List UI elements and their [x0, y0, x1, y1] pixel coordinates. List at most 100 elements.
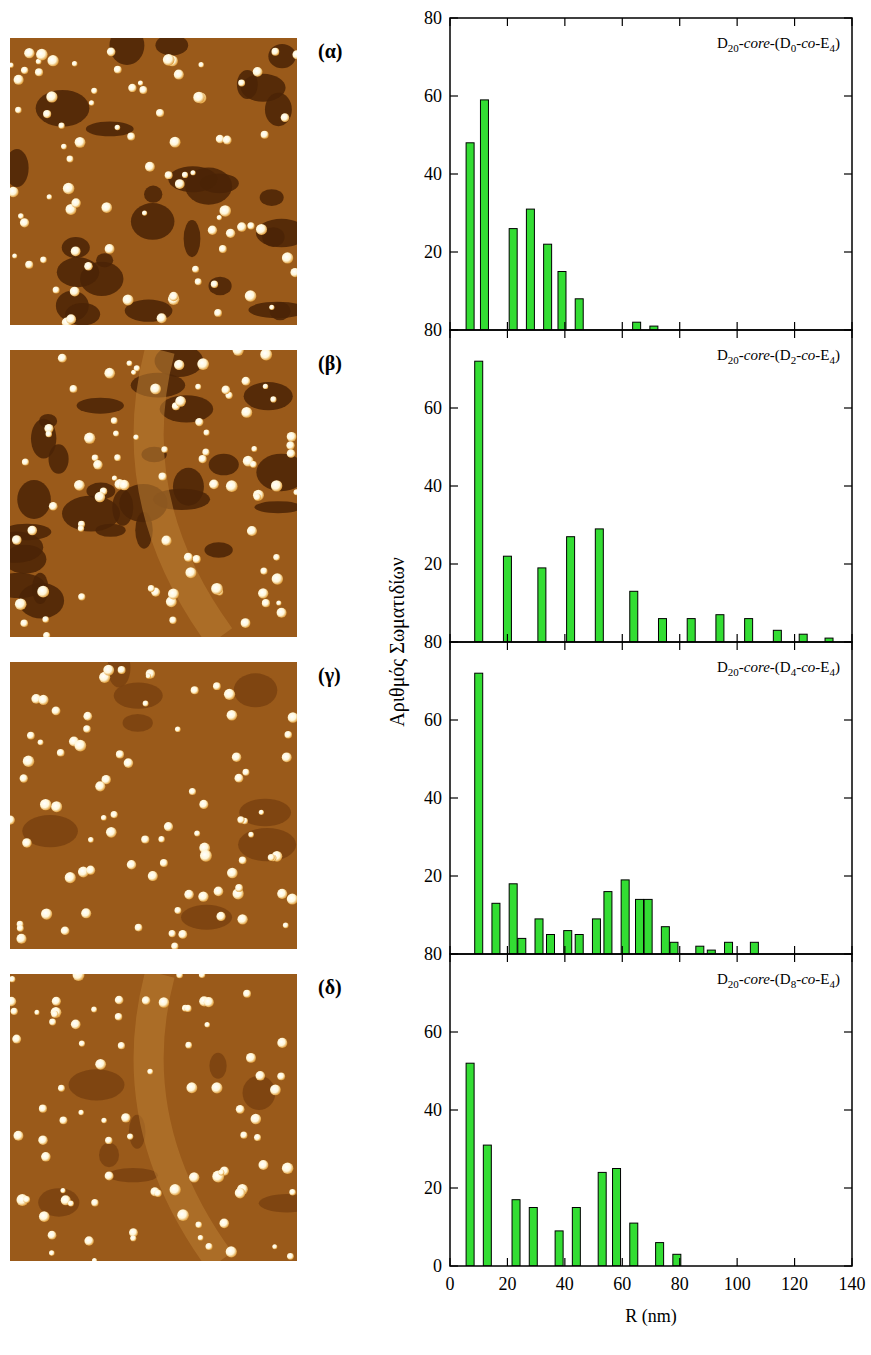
image-patch — [256, 454, 297, 492]
image-particle — [262, 599, 270, 607]
image-particle — [284, 731, 292, 739]
x-tick — [794, 330, 795, 338]
image-particle — [194, 830, 200, 836]
y-tick — [450, 329, 458, 330]
bar — [661, 927, 669, 954]
x-tick-label: 20 — [498, 1274, 516, 1294]
image-particle — [169, 292, 178, 301]
y-tick — [844, 953, 852, 954]
image-particle — [107, 48, 116, 57]
image-particle — [237, 914, 247, 924]
bar — [547, 935, 555, 955]
image-particle — [52, 997, 61, 1006]
image-particle — [174, 360, 184, 370]
y-tick — [450, 1187, 458, 1188]
x-tick — [564, 18, 565, 26]
image-particle — [127, 133, 135, 141]
image-particle — [14, 75, 24, 85]
y-tick — [844, 173, 852, 174]
y-tick — [844, 251, 852, 252]
x-tick — [622, 642, 623, 650]
image-particle — [156, 109, 164, 117]
panel-label: (α) — [318, 40, 342, 63]
bar — [567, 537, 575, 642]
image-particle — [208, 226, 217, 235]
image-particle — [51, 801, 62, 812]
image-particle — [49, 502, 58, 511]
image-particle — [170, 137, 181, 148]
image-particle — [204, 997, 214, 1007]
image-particle — [224, 689, 235, 700]
image-particle — [84, 1236, 93, 1245]
bar — [613, 1169, 621, 1267]
image-particle — [171, 943, 178, 949]
image-patch — [65, 303, 100, 325]
image-particle — [232, 752, 241, 761]
panel-title: D20-core-(D2-co-E4) — [717, 347, 840, 366]
image-particle — [258, 588, 268, 598]
image-particle — [141, 835, 149, 843]
x-tick-label: 0 — [446, 1274, 455, 1294]
image-particle — [209, 479, 219, 489]
image-particle — [46, 431, 52, 437]
image-particle — [103, 665, 114, 676]
image-step — [149, 974, 220, 1261]
image-particle — [71, 198, 80, 207]
bar — [564, 931, 572, 954]
image-ground — [10, 974, 297, 1261]
afm-image — [10, 662, 297, 949]
image-particle — [116, 750, 124, 758]
image-particle — [240, 1132, 247, 1139]
x-axis-title: R (nm) — [625, 1306, 677, 1327]
image-patch — [260, 189, 284, 206]
image-particle — [219, 245, 227, 253]
y-tick — [844, 1031, 852, 1032]
image-particle — [23, 756, 34, 767]
bar — [544, 244, 552, 330]
image-particle — [49, 1019, 56, 1026]
bar — [466, 143, 474, 330]
y-tick-label: 80 — [424, 632, 442, 652]
image-particle — [139, 86, 147, 94]
image-particle — [23, 1196, 30, 1203]
y-tick-label: 60 — [424, 710, 442, 730]
image-particle — [11, 1008, 18, 1015]
image-particle — [161, 536, 171, 546]
x-tick — [679, 634, 680, 642]
bar — [673, 1254, 681, 1266]
image-particle — [79, 1041, 85, 1047]
image-particle — [286, 441, 294, 449]
x-tick — [794, 322, 795, 330]
image-particle — [130, 1235, 136, 1241]
image-patch — [62, 237, 90, 258]
image-particle — [101, 202, 112, 213]
x-tick — [622, 18, 623, 26]
image-particle — [49, 1250, 55, 1256]
plot-frame — [450, 330, 852, 642]
image-particle — [35, 68, 43, 76]
image-patch — [160, 395, 214, 422]
image-particle — [60, 1188, 65, 1193]
image-particle — [247, 526, 257, 536]
image-particle — [27, 732, 35, 740]
image-particle — [185, 567, 196, 578]
image-particle — [200, 850, 212, 862]
image-particle — [89, 100, 94, 105]
x-tick — [449, 954, 450, 962]
image-particle — [165, 171, 173, 179]
bar — [633, 322, 641, 330]
afm-image — [10, 974, 297, 1261]
y-tick — [844, 17, 852, 18]
x-tick — [564, 1258, 565, 1266]
image-particle — [254, 1134, 261, 1141]
image-particle — [168, 588, 179, 599]
image-particle — [259, 810, 264, 815]
image-patch — [99, 1143, 119, 1168]
panel-label: (γ) — [318, 664, 341, 687]
bar — [636, 899, 644, 954]
bar — [595, 529, 603, 642]
bar — [575, 935, 583, 955]
bar — [725, 942, 733, 954]
image-particle — [174, 70, 184, 80]
image-particle — [175, 726, 181, 732]
